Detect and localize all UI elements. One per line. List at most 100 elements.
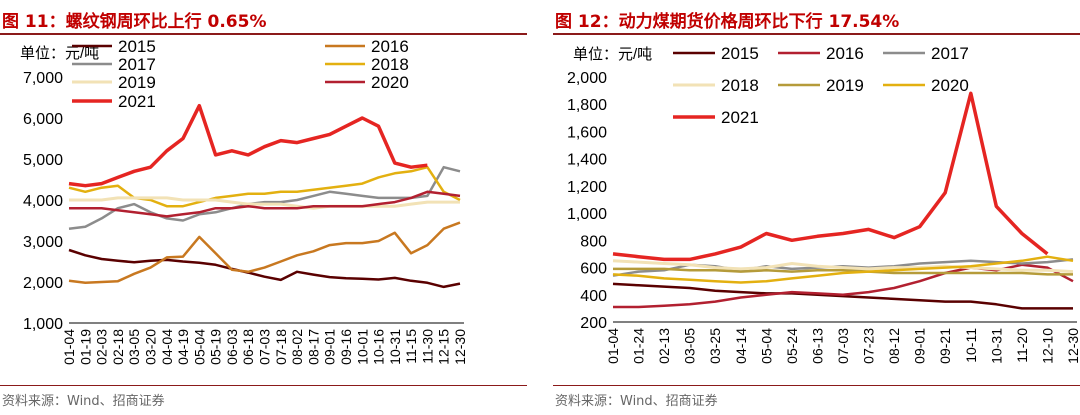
x-tick-label: 04-19 (175, 329, 191, 365)
x-tick-label: 09-21 (937, 328, 953, 364)
x-tick-label: 07-03 (835, 328, 851, 364)
y-tick-label: 6,000 (23, 111, 63, 128)
y-tick-label: 1,200 (567, 179, 607, 196)
legend-label: 2017 (118, 55, 156, 74)
legend-label: 2020 (371, 73, 409, 92)
x-tick-label: 12-30 (452, 329, 468, 365)
x-tick-label: 02-13 (656, 328, 672, 364)
y-tick-label: 1,400 (567, 152, 607, 169)
y-tick-label: 7,000 (23, 70, 63, 87)
series-line-2019 (613, 267, 1073, 276)
y-tick-label: 5,000 (23, 152, 63, 169)
series-line-2019 (69, 196, 460, 210)
y-tick-label: 3,000 (23, 234, 63, 251)
x-tick-label: 06-03 (224, 329, 240, 365)
x-tick-label: 02-18 (110, 329, 126, 365)
series-line-2018 (612, 259, 1074, 274)
y-tick-label: 2,000 (23, 275, 63, 292)
legend-label: 2019 (118, 73, 156, 92)
y-tick-label: 1,000 (23, 316, 63, 333)
x-tick-label: 10-31 (387, 329, 403, 365)
source-note-left: 资料来源：Wind、招商证券 (2, 394, 165, 409)
legend-label: 2018 (721, 76, 759, 95)
x-tick-label: 07-18 (273, 329, 289, 365)
series-line-2021 (612, 91, 1049, 262)
y-tick-label: 600 (580, 261, 607, 278)
right-chart-panel: 图 12：动力煤期货价格周环比下行 17.54% 200 400 600 800 1,0… (553, 0, 1080, 415)
x-tick-label: 12-15 (436, 329, 452, 365)
x-tick-label: 06-13 (809, 328, 825, 364)
source-rule-left (0, 385, 527, 386)
x-tick-label: 07-23 (861, 328, 877, 364)
x-tick-label: 04-04 (159, 329, 175, 365)
legend-label: 2021 (721, 108, 759, 127)
series-lines (612, 91, 1074, 310)
x-tick-label: 09-16 (338, 329, 354, 365)
series-line-2021 (68, 103, 428, 188)
y-tick-label: 1,600 (567, 124, 607, 141)
legend-label: 2020 (931, 76, 969, 95)
chart-title-right: 图 12：动力煤期货价格周环比下行 17.54% (555, 12, 900, 32)
y-tick-label: 400 (580, 288, 607, 305)
series-line-2016 (68, 221, 461, 285)
legend-label: 2016 (826, 44, 864, 63)
x-tick-label: 01-04 (605, 328, 621, 364)
x-tick-label: 03-05 (126, 329, 142, 365)
x-tick-label: 01-19 (77, 329, 93, 365)
y-tick-label: 1,800 (567, 97, 607, 114)
x-tick-label: 05-19 (208, 329, 224, 365)
series-line-2015 (68, 248, 461, 289)
chart-title-left: 图 11：螺纹钢周环比上行 0.65% (2, 12, 267, 32)
legend-label: 2017 (931, 44, 969, 63)
x-tick-label: 03-20 (143, 329, 159, 365)
y-tick-label: 800 (580, 233, 607, 250)
left-chart-panel: 图 11：螺纹钢周环比上行 0.65% 1,000 2,000 3,000 4,000… (0, 0, 527, 415)
x-tick-label: 01-04 (61, 329, 77, 365)
unit-label: 单位：元/吨 (573, 46, 652, 63)
x-tick-label: 11-30 (419, 329, 435, 364)
x-tick-label: 09-01 (322, 329, 338, 365)
x-tick-label: 01-24 (631, 328, 647, 364)
title-rule-left (0, 33, 527, 35)
x-tick-label: 05-04 (758, 328, 774, 364)
x-tick-label: 05-24 (784, 328, 800, 364)
x-tick-label: 10-16 (371, 329, 387, 365)
x-tick-label: 04-14 (733, 328, 749, 364)
thermal-coal-price-chart: 200 400 600 800 1,000 1,200 1,400 1,600 1,800 2,0… (567, 44, 1080, 364)
legend-label: 2018 (371, 55, 409, 74)
x-tick-label: 02-03 (94, 329, 110, 365)
legend-label: 2021 (118, 92, 156, 111)
x-tick-label: 10-11 (963, 328, 979, 363)
series-line-2017 (68, 165, 461, 230)
source-note-right: 资料来源：Wind、招商证券 (555, 394, 718, 409)
x-tick-label: 08-02 (289, 329, 305, 365)
unit-label: 单位：元/吨 (20, 45, 99, 62)
rebar-price-chart: 1,000 2,000 3,000 4,000 5,000 6,000 7,000 01-04… (20, 37, 468, 365)
series-line-2015 (612, 282, 1073, 310)
legend-label: 2019 (826, 76, 864, 95)
x-tick-label: 11-15 (403, 329, 419, 364)
x-tick-label: 09-01 (912, 328, 928, 364)
x-tick-label: 12-10 (1039, 328, 1055, 364)
title-rule-right (553, 33, 1080, 35)
x-tick-label: 03-05 (682, 328, 698, 364)
y-tick-label: 2,000 (567, 70, 607, 87)
x-tick-label: 10-31 (988, 328, 1004, 364)
x-tick-label: 11-20 (1014, 328, 1030, 363)
legend-label: 2015 (721, 44, 759, 63)
x-tick-label: 07-03 (257, 329, 273, 365)
y-tick-label: 4,000 (23, 193, 63, 210)
source-rule-right (553, 385, 1080, 386)
x-tick-label: 10-01 (354, 329, 370, 365)
series-line-2020 (612, 255, 1074, 284)
legend-label: 2015 (118, 37, 156, 56)
series-line-2020 (69, 190, 461, 218)
y-tick-label: 1,000 (567, 206, 607, 223)
x-tick-label: 08-12 (886, 328, 902, 364)
x-tick-label: 06-18 (240, 329, 256, 365)
legend-label: 2016 (371, 37, 409, 56)
x-tick-label: 08-17 (305, 329, 321, 365)
x-tick-label: 03-25 (707, 328, 723, 364)
x-tick-label: 12-30 (1065, 328, 1080, 364)
y-tick-label: 200 (580, 315, 607, 332)
